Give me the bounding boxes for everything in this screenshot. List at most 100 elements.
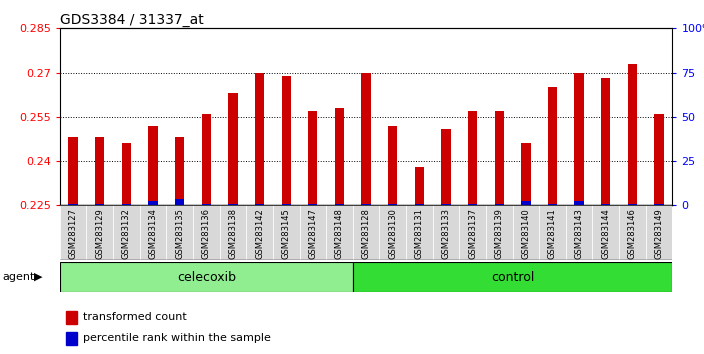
Text: GSM283130: GSM283130 bbox=[388, 208, 397, 259]
Bar bbox=[95, 204, 104, 205]
Bar bbox=[619, 205, 646, 260]
Text: GSM283147: GSM283147 bbox=[308, 208, 318, 259]
Text: GSM283142: GSM283142 bbox=[255, 208, 264, 259]
Bar bbox=[495, 111, 504, 205]
Bar bbox=[326, 205, 353, 260]
Text: GSM283141: GSM283141 bbox=[548, 208, 557, 259]
Bar bbox=[228, 204, 237, 205]
Bar bbox=[149, 201, 158, 205]
Bar bbox=[299, 205, 326, 260]
Bar bbox=[628, 204, 637, 205]
Bar bbox=[379, 205, 406, 260]
Bar bbox=[353, 262, 672, 292]
Bar bbox=[539, 205, 566, 260]
Bar bbox=[246, 205, 273, 260]
Bar bbox=[468, 111, 477, 205]
Bar bbox=[361, 204, 371, 205]
Bar bbox=[521, 201, 531, 205]
Bar bbox=[406, 205, 433, 260]
Text: GSM283148: GSM283148 bbox=[335, 208, 344, 259]
Bar bbox=[166, 205, 193, 260]
Bar bbox=[353, 205, 379, 260]
Bar bbox=[335, 204, 344, 205]
Text: GSM283143: GSM283143 bbox=[574, 208, 584, 259]
Bar bbox=[415, 204, 424, 205]
Bar bbox=[486, 205, 513, 260]
Text: transformed count: transformed count bbox=[83, 312, 187, 322]
Text: GSM283131: GSM283131 bbox=[415, 208, 424, 259]
Bar bbox=[193, 205, 220, 260]
Bar bbox=[122, 143, 131, 205]
Bar bbox=[255, 73, 264, 205]
Bar bbox=[87, 205, 113, 260]
Bar bbox=[601, 204, 610, 205]
Bar bbox=[66, 311, 77, 324]
Bar bbox=[60, 262, 353, 292]
Text: GSM283145: GSM283145 bbox=[282, 208, 291, 259]
Bar bbox=[388, 204, 397, 205]
Bar bbox=[646, 205, 672, 260]
Text: GSM283134: GSM283134 bbox=[149, 208, 158, 259]
Bar bbox=[388, 126, 397, 205]
Bar bbox=[548, 87, 557, 205]
Text: GSM283146: GSM283146 bbox=[628, 208, 637, 259]
Bar bbox=[335, 108, 344, 205]
Bar bbox=[441, 129, 451, 205]
Bar bbox=[175, 199, 184, 205]
Text: GSM283138: GSM283138 bbox=[228, 208, 237, 259]
Bar bbox=[228, 93, 237, 205]
Text: ▶: ▶ bbox=[34, 272, 42, 282]
Bar bbox=[361, 73, 371, 205]
Bar bbox=[122, 204, 131, 205]
Text: GSM283127: GSM283127 bbox=[69, 208, 77, 259]
Bar bbox=[521, 143, 531, 205]
Text: GSM283129: GSM283129 bbox=[95, 208, 104, 259]
Bar bbox=[415, 167, 424, 205]
Bar bbox=[201, 204, 211, 205]
Text: GSM283144: GSM283144 bbox=[601, 208, 610, 259]
Text: GSM283140: GSM283140 bbox=[522, 208, 530, 259]
Bar bbox=[201, 114, 211, 205]
Bar bbox=[574, 201, 584, 205]
Text: percentile rank within the sample: percentile rank within the sample bbox=[83, 333, 271, 343]
Bar bbox=[113, 205, 139, 260]
Bar bbox=[601, 79, 610, 205]
Bar bbox=[68, 204, 78, 205]
Bar bbox=[566, 205, 593, 260]
Text: GSM283137: GSM283137 bbox=[468, 208, 477, 259]
Bar bbox=[468, 204, 477, 205]
Bar bbox=[654, 114, 664, 205]
Bar bbox=[175, 137, 184, 205]
Bar bbox=[220, 205, 246, 260]
Bar bbox=[628, 64, 637, 205]
Bar bbox=[574, 73, 584, 205]
Bar bbox=[149, 126, 158, 205]
Bar bbox=[95, 137, 104, 205]
Bar bbox=[66, 332, 77, 345]
Text: GSM283128: GSM283128 bbox=[362, 208, 370, 259]
Bar bbox=[68, 137, 78, 205]
Bar bbox=[459, 205, 486, 260]
Bar bbox=[548, 204, 557, 205]
Text: GSM283139: GSM283139 bbox=[495, 208, 504, 259]
Bar bbox=[273, 205, 299, 260]
Text: celecoxib: celecoxib bbox=[177, 270, 236, 284]
Text: GSM283133: GSM283133 bbox=[441, 208, 451, 259]
Bar bbox=[513, 205, 539, 260]
Text: agent: agent bbox=[2, 272, 34, 282]
Text: GSM283136: GSM283136 bbox=[202, 208, 210, 259]
Bar bbox=[139, 205, 166, 260]
Bar bbox=[593, 205, 619, 260]
Bar bbox=[308, 204, 318, 205]
Bar bbox=[654, 204, 664, 205]
Text: GSM283135: GSM283135 bbox=[175, 208, 184, 259]
Text: GDS3384 / 31337_at: GDS3384 / 31337_at bbox=[60, 13, 203, 27]
Bar bbox=[255, 204, 264, 205]
Bar bbox=[60, 205, 87, 260]
Text: GSM283149: GSM283149 bbox=[655, 208, 663, 259]
Bar bbox=[308, 111, 318, 205]
Bar bbox=[441, 204, 451, 205]
Bar bbox=[495, 204, 504, 205]
Bar bbox=[433, 205, 459, 260]
Text: control: control bbox=[491, 270, 534, 284]
